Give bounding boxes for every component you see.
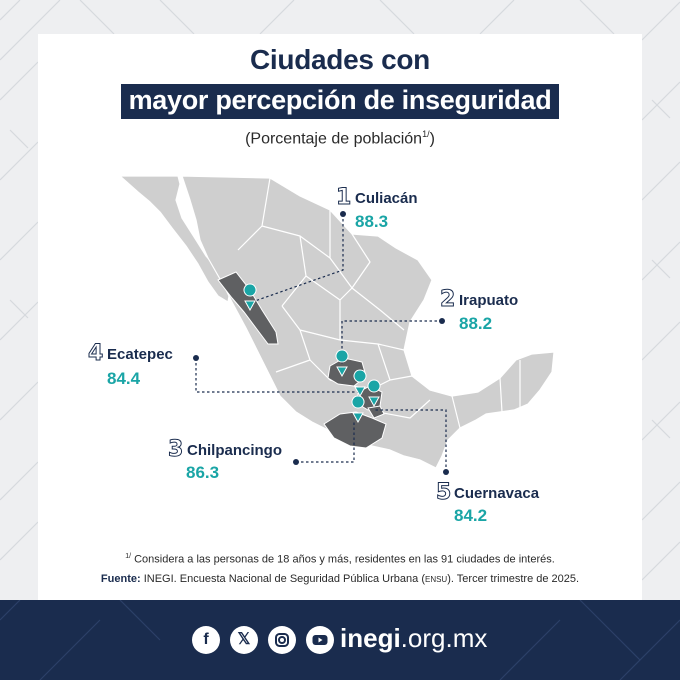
title-line-1: Ciudades con <box>250 44 430 75</box>
mexico-landmass <box>119 175 555 469</box>
footnote-mark: 1/ <box>125 553 132 560</box>
rank-1: 1 <box>335 185 352 211</box>
map-pin-icon <box>351 395 365 424</box>
city-value-ecatepec: 84.4 <box>107 369 141 388</box>
city-value-irapuato: 88.2 <box>459 314 493 333</box>
x-icon[interactable]: 𝕏 <box>230 626 258 654</box>
map-pin-icon <box>243 283 257 312</box>
city-value-chilpancingo: 86.3 <box>186 463 220 482</box>
source-abbr: ENSU <box>424 575 448 584</box>
city-value-cuernavaca: 84.2 <box>454 506 488 525</box>
city-name-ecatepec: Ecatepec <box>107 346 173 363</box>
footnote-text: Considera a las personas de 18 años y má… <box>131 553 555 566</box>
rank-2: 2 <box>439 287 456 313</box>
connector-culiacan <box>251 214 344 303</box>
state-sinaloa <box>217 271 279 345</box>
subtitle: (Porcentaje de población1/) <box>0 129 680 148</box>
site-rest: .org.mx <box>400 623 488 653</box>
subtitle-footnote-mark: 1/ <box>422 129 430 139</box>
connector-ecatepec <box>195 358 362 393</box>
background-pattern <box>0 0 680 581</box>
site-bold: inegi <box>340 623 401 653</box>
website-link[interactable]: inegi.org.mx <box>340 623 487 654</box>
subtitle-text: (Porcentaje de población <box>245 130 423 148</box>
city-name-cuernavaca: Cuernavaca <box>454 485 540 502</box>
map-pin-icon <box>335 349 349 378</box>
map-pin-icon <box>367 379 381 408</box>
source-note: Fuente: INEGI. Encuesta Nacional de Segu… <box>0 573 680 585</box>
rank-4: 4 <box>87 341 104 367</box>
subtitle-close: ) <box>429 130 435 148</box>
footnote: 1/ Considera a las personas de 18 años y… <box>0 553 680 566</box>
city-name-irapuato: Irapuato <box>459 292 519 309</box>
rank-5: 5 <box>435 480 452 506</box>
title-line-2: mayor percepción de inseguridad <box>120 84 560 119</box>
state-morelos <box>367 405 385 419</box>
source-tail: ). Tercer trimestre de 2025. <box>447 573 580 585</box>
rank-3: 3 <box>167 437 184 463</box>
source-label: Fuente: <box>100 573 141 585</box>
state-guerrero <box>323 411 387 449</box>
youtube-icon[interactable] <box>306 626 334 654</box>
title-line-2-wrapper: mayor percepción de inseguridad <box>0 84 680 119</box>
map-pin-icon <box>353 369 367 398</box>
instagram-icon[interactable] <box>268 626 296 654</box>
connector-dots <box>193 211 449 475</box>
footer-bar <box>0 600 680 680</box>
connector-cuernavaca <box>374 409 447 472</box>
city-name-culiacan: Culiacán <box>355 190 418 207</box>
city-value-culiacan: 88.3 <box>355 212 389 231</box>
city-name-chilpancingo: Chilpancingo <box>187 442 282 459</box>
footer-pattern <box>0 600 680 680</box>
source-text: INEGI. Encuesta Nacional de Seguridad Pú… <box>140 573 425 585</box>
mexico-map <box>119 175 555 475</box>
location-pins <box>243 283 381 424</box>
connector-chilpancingo <box>296 420 355 463</box>
facebook-icon[interactable]: f <box>192 626 220 654</box>
